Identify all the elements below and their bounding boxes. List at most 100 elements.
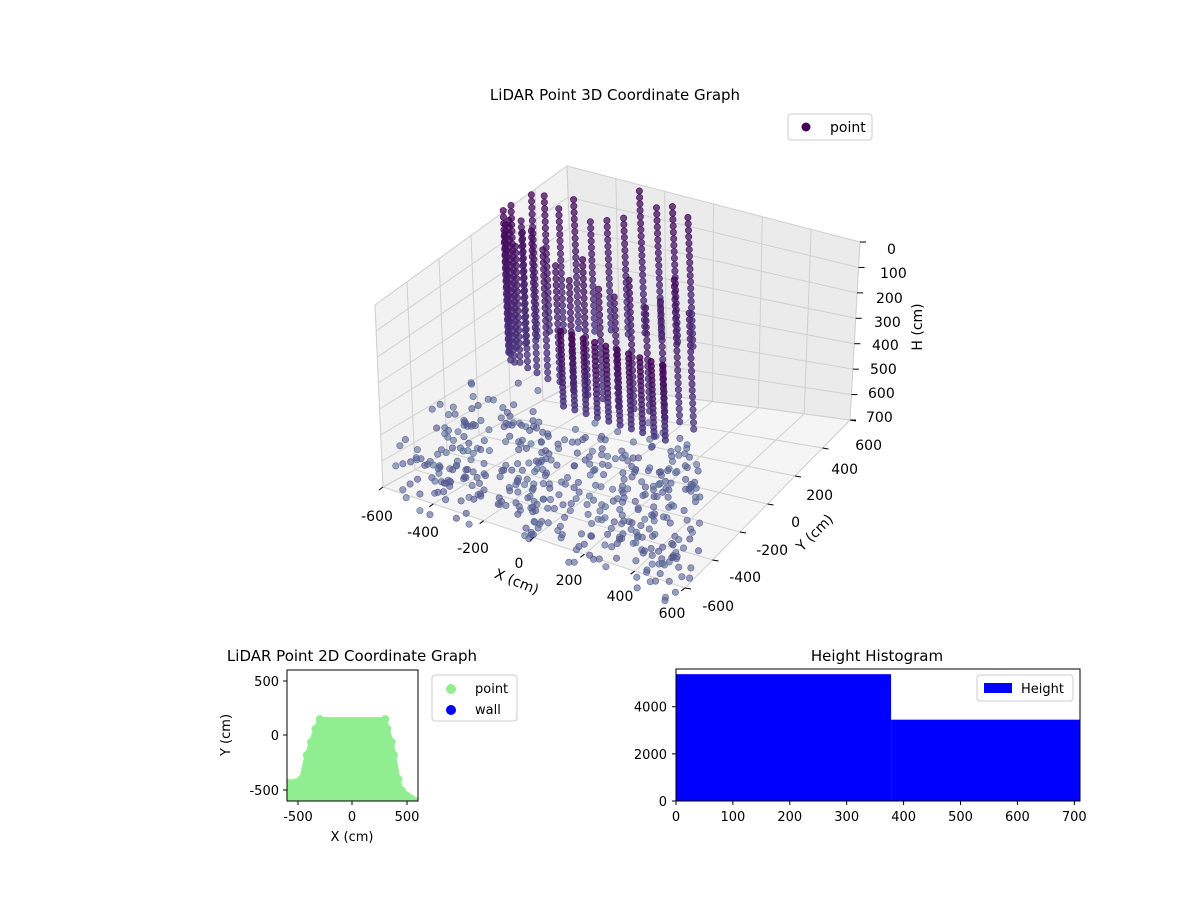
grid-line-floor-y <box>542 399 823 449</box>
point-marker <box>666 519 674 527</box>
grid-line-left-v <box>534 189 544 401</box>
point-marker <box>641 483 649 491</box>
point-marker <box>649 532 657 540</box>
x2d-tick-2: 500 <box>395 810 420 825</box>
point-marker <box>671 267 679 275</box>
point-marker <box>558 288 566 296</box>
point-marker <box>523 351 531 359</box>
grid-line-left-h <box>375 196 569 332</box>
point-marker <box>446 482 454 490</box>
z3d-tick-6: 600 <box>868 386 895 402</box>
ticks-2d: -500 0 500 -500 0 500 <box>249 675 419 825</box>
point-marker <box>529 417 537 425</box>
point-marker <box>691 498 699 506</box>
point-marker <box>684 226 692 234</box>
tick-x3d <box>529 537 535 541</box>
point-marker <box>462 509 470 517</box>
point-marker <box>598 516 606 524</box>
point-marker <box>611 455 619 463</box>
point-marker <box>514 460 522 468</box>
point-marker <box>603 452 611 460</box>
point-marker <box>588 269 596 277</box>
point-marker <box>628 473 636 481</box>
point-marker <box>665 577 673 585</box>
point-marker <box>664 467 672 475</box>
point-marker <box>521 481 529 489</box>
grid-line-left-v <box>470 235 480 436</box>
point-marker <box>571 228 579 236</box>
point-marker <box>587 231 595 239</box>
legend-histogram: Height <box>976 674 1074 702</box>
point-marker <box>609 485 617 493</box>
point-marker <box>448 444 456 452</box>
point-marker <box>637 232 645 240</box>
point-cloud-2d-dots <box>287 715 418 801</box>
point-marker <box>675 563 683 571</box>
point-marker <box>413 446 421 454</box>
point-marker <box>522 444 530 452</box>
point-marker <box>524 494 532 502</box>
point-marker <box>452 514 460 522</box>
point-marker <box>528 217 536 225</box>
point-marker <box>596 507 604 515</box>
point-marker <box>583 500 591 508</box>
point-marker <box>567 500 575 508</box>
point-marker <box>680 506 688 514</box>
point-marker <box>636 206 644 214</box>
point-marker <box>591 419 599 427</box>
point-marker <box>628 340 636 348</box>
point-marker <box>620 475 628 483</box>
point-marker <box>508 466 516 474</box>
legend-2d-label-wall: wall <box>475 703 501 718</box>
point-marker-2d <box>297 775 306 784</box>
grid-line-left-h <box>374 165 568 306</box>
point-marker <box>604 236 612 244</box>
point-marker <box>607 326 615 334</box>
point-marker <box>497 414 505 422</box>
point-marker <box>598 460 606 468</box>
point-marker <box>499 404 507 412</box>
point-marker <box>674 366 682 374</box>
point-marker <box>689 399 697 407</box>
point-marker <box>605 417 613 425</box>
y2d-axis-label: Y (cm) <box>219 714 234 757</box>
point-marker <box>502 438 510 446</box>
point-marker <box>675 405 683 413</box>
x2d-tick-0: -500 <box>283 810 313 825</box>
point-marker <box>688 528 696 536</box>
point-marker <box>528 486 536 494</box>
point-marker <box>542 336 550 344</box>
point-marker <box>658 343 666 351</box>
point-marker <box>514 379 522 387</box>
hist-y-tick-0: 0 <box>659 795 667 810</box>
point-marker <box>601 436 609 444</box>
point-marker <box>396 442 404 450</box>
point-marker <box>566 296 574 304</box>
point-marker <box>570 215 578 223</box>
point-marker <box>561 436 569 444</box>
point-marker <box>684 214 692 222</box>
point-marker <box>637 226 645 234</box>
point-marker <box>604 242 612 250</box>
point-marker <box>587 244 595 252</box>
point-marker <box>413 475 421 483</box>
point-marker <box>469 468 477 476</box>
point-marker <box>514 510 522 518</box>
grid-line-left-h <box>382 382 576 488</box>
point-marker <box>469 392 477 400</box>
point-marker <box>571 425 579 433</box>
legend-3d-label-point: point <box>830 120 866 136</box>
grid-line-back-h <box>569 227 858 294</box>
point-marker <box>542 330 550 338</box>
point-marker <box>641 515 649 523</box>
point-marker <box>685 246 693 254</box>
point-marker <box>496 500 504 508</box>
point-marker <box>685 453 693 461</box>
tick-marks-3d <box>378 241 866 592</box>
point-marker <box>607 313 615 321</box>
point-marker <box>531 468 539 476</box>
point-marker <box>579 262 587 270</box>
point-marker <box>653 210 661 218</box>
point-marker <box>685 239 693 247</box>
point-marker-2d <box>383 724 392 733</box>
